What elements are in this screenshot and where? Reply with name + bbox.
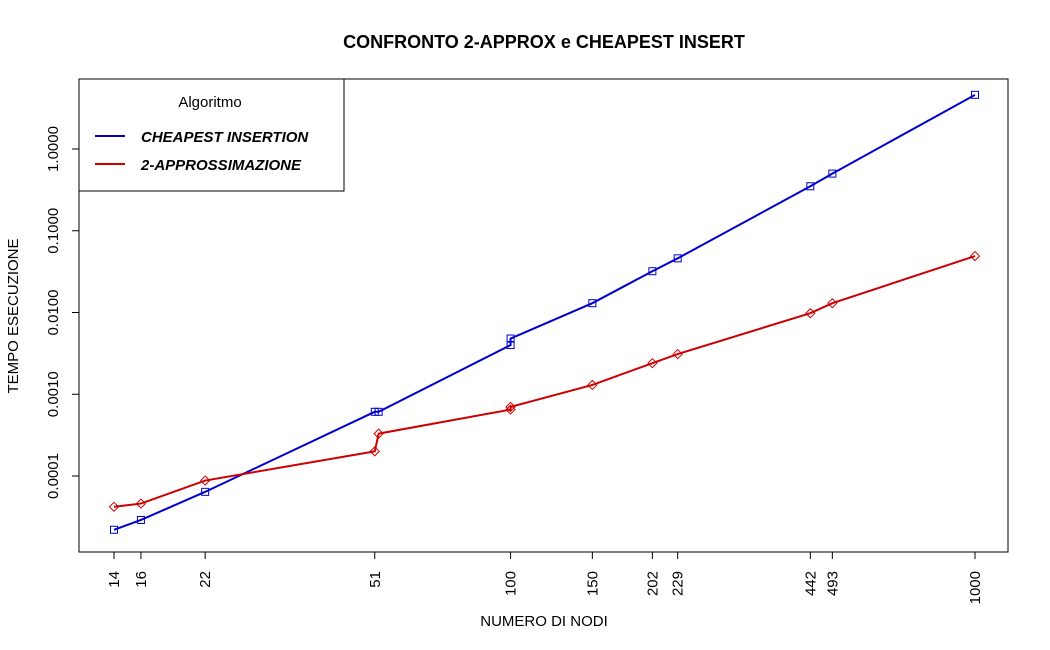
x-tick-label: 1000	[967, 571, 984, 604]
data-point	[199, 475, 211, 486]
y-tick-label: 0.0010	[45, 371, 62, 417]
data-point	[827, 297, 838, 309]
x-tick-label: 493	[824, 571, 841, 596]
data-point	[587, 379, 598, 391]
data-point	[505, 401, 516, 413]
legend-title: Algoritmo	[178, 94, 241, 111]
legend: Algoritmo CHEAPEST INSERTION 2-APPROSSIM…	[78, 78, 345, 192]
y-axis: 0.0001 0.0010 0.0100 0.1000 1.0000	[45, 126, 80, 499]
y-tick-label: 0.1000	[45, 208, 62, 254]
chart-title: CONFRONTO 2-APPROX e CHEAPEST INSERT	[343, 32, 745, 52]
data-point	[135, 498, 147, 509]
data-point	[374, 407, 383, 416]
series-line	[113, 93, 976, 531]
legend-label-cheapest: CHEAPEST INSERTION	[141, 129, 309, 146]
data-point	[588, 299, 597, 308]
x-tick-label: 202	[644, 571, 661, 596]
y-tick-label: 0.0001	[45, 453, 62, 499]
series-1	[108, 250, 981, 513]
legend-label-2approx: 2-APPROSSIMAZIONE	[140, 157, 302, 174]
data-point	[369, 446, 380, 457]
series-line	[113, 255, 976, 508]
data-point	[969, 250, 981, 262]
data-point	[108, 501, 120, 513]
x-tick-label: 229	[670, 571, 687, 596]
data-point	[971, 90, 979, 99]
data-point	[805, 308, 816, 319]
data-point	[828, 169, 837, 178]
series-layer	[108, 90, 981, 534]
x-tick-label: 442	[802, 571, 819, 596]
x-tick-label: 51	[367, 571, 384, 588]
data-point	[673, 254, 682, 263]
data-point	[506, 334, 515, 343]
data-point	[373, 428, 384, 439]
data-point	[110, 525, 118, 534]
x-tick-label: 100	[503, 571, 520, 596]
data-point	[647, 357, 658, 369]
data-point	[201, 487, 210, 496]
series-0	[110, 90, 979, 534]
x-tick-label: 16	[133, 571, 150, 588]
data-point	[806, 182, 815, 191]
x-axis-label: NUMERO DI NODI	[480, 613, 608, 630]
data-point	[648, 267, 657, 276]
data-point	[136, 515, 145, 524]
data-point	[506, 341, 515, 350]
y-axis-label: TEMPO ESECUZIONE	[5, 238, 22, 393]
y-tick-label: 0.0100	[45, 290, 62, 336]
x-tick-label: 14	[106, 571, 123, 588]
x-axis: 14 16 22 51 100 150 202 229 442 493 1000	[106, 551, 984, 604]
data-point	[672, 348, 683, 360]
x-tick-label: 22	[197, 571, 214, 588]
y-tick-label: 1.0000	[45, 126, 62, 172]
x-tick-label: 150	[584, 571, 601, 596]
